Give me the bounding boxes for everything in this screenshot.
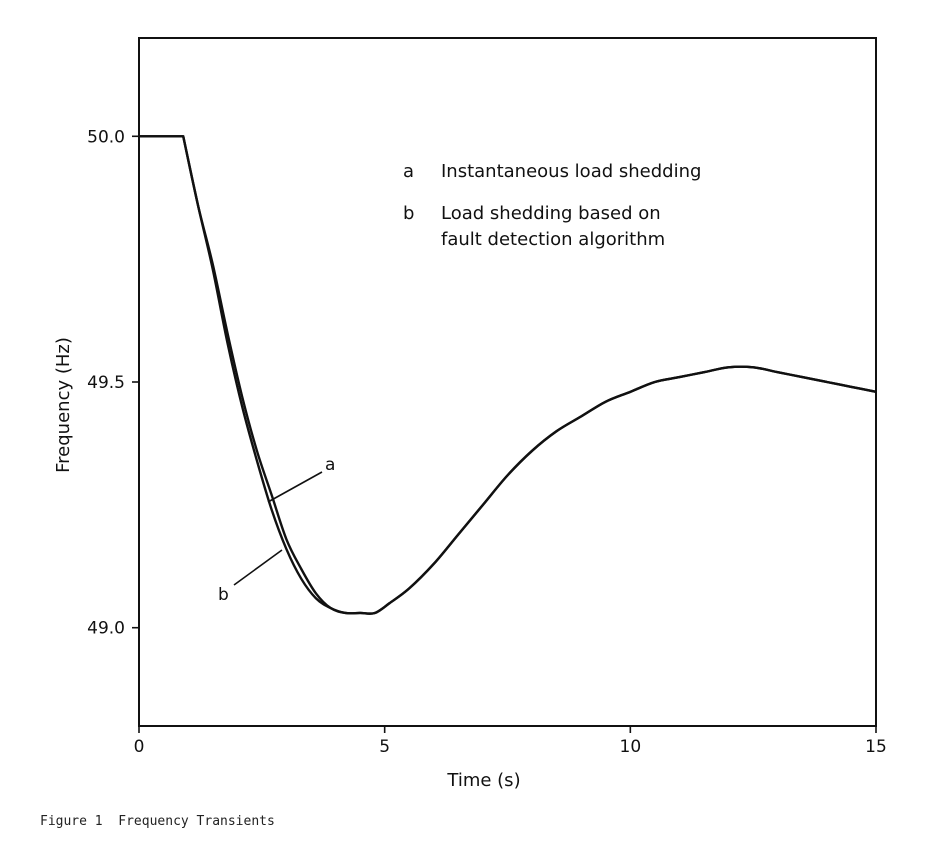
legend-key-a: a	[403, 161, 414, 182]
x-axis-title: Time (s)	[446, 770, 520, 791]
legend-key-b: b	[403, 203, 414, 224]
caption-title: Frequency Transients	[118, 814, 275, 829]
curve-a-label: a	[325, 455, 335, 475]
axis-ticks: 0 5 10 15 49.0 49.5 50.0	[87, 127, 887, 757]
y-tick-label: 50.0	[87, 127, 125, 147]
data-series	[139, 135, 877, 615]
curve-b-leader	[233, 549, 283, 586]
legend-text-b-line2: fault detection algorithm	[441, 229, 665, 250]
x-tick-label: 10	[620, 737, 642, 757]
legend-text-a: Instantaneous load shedding	[441, 161, 701, 182]
y-tick-label: 49.0	[87, 619, 125, 639]
caption-number: Figure 1	[40, 814, 103, 829]
figure-caption: Figure 1 Frequency Transients	[40, 814, 275, 829]
x-tick-label: 5	[379, 737, 390, 757]
x-tick-label: 15	[865, 737, 887, 757]
y-axis-title: Frequency (Hz)	[53, 337, 74, 473]
y-tick-label: 49.5	[87, 373, 125, 393]
series-line-b	[139, 135, 877, 615]
curve-a-leader	[267, 471, 323, 503]
legend-text-b-line1: Load shedding based on	[441, 203, 661, 224]
legend: a Instantaneous load shedding b Load she…	[403, 161, 701, 250]
curve-b-label: b	[218, 585, 229, 605]
x-tick-label: 0	[134, 737, 145, 757]
plot-frame	[138, 37, 877, 727]
